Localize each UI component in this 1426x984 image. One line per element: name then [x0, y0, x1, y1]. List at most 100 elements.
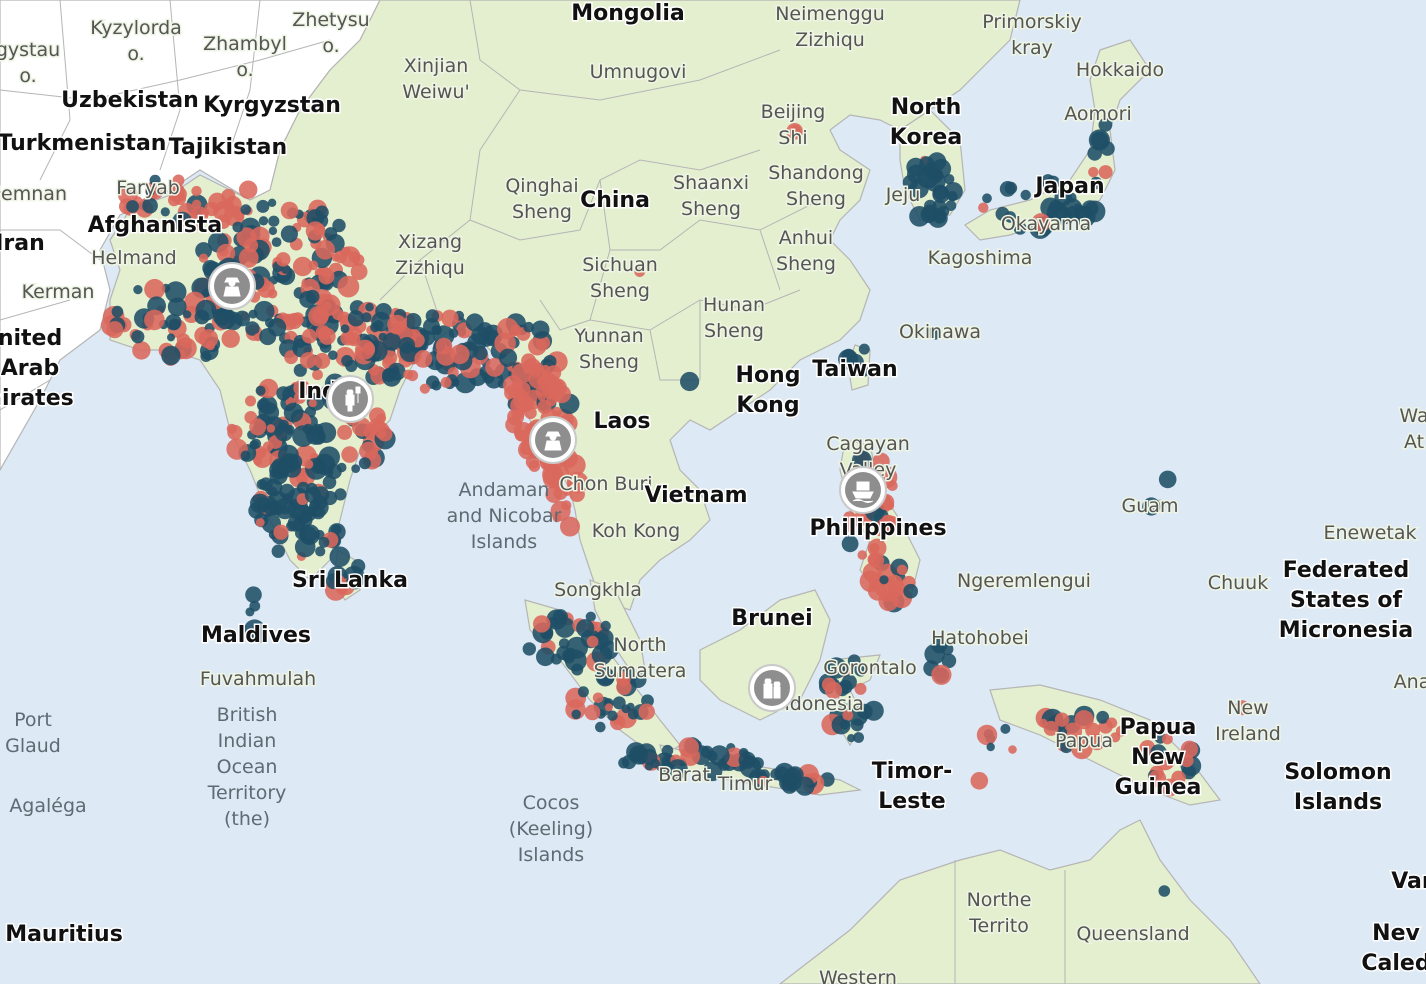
event-dot[interactable] — [335, 582, 348, 595]
event-dot[interactable] — [314, 352, 331, 369]
event-dot[interactable] — [795, 776, 815, 796]
event-dot[interactable] — [195, 299, 217, 321]
event-dot[interactable] — [221, 329, 240, 348]
event-dot[interactable] — [145, 186, 155, 197]
event-dot[interactable] — [239, 180, 258, 199]
event-dot[interactable] — [350, 263, 368, 280]
event-dot[interactable] — [313, 495, 328, 510]
event-dot[interactable] — [382, 368, 397, 382]
event-dot[interactable] — [1083, 200, 1106, 223]
event-dot[interactable] — [304, 459, 314, 469]
event-dot[interactable] — [198, 329, 219, 349]
event-dot[interactable] — [253, 456, 263, 466]
event-dot[interactable] — [331, 524, 342, 535]
event-dot[interactable] — [347, 310, 365, 327]
event-dot[interactable] — [1171, 770, 1186, 785]
event-dot[interactable] — [637, 756, 646, 765]
event-dot[interactable] — [528, 364, 539, 375]
event-dot[interactable] — [378, 332, 387, 341]
event-dot[interactable] — [1115, 725, 1127, 737]
event-dot[interactable] — [346, 571, 365, 590]
event-dot[interactable] — [267, 198, 277, 207]
event-dot[interactable] — [540, 375, 562, 397]
event-dot[interactable] — [1054, 712, 1070, 727]
event-dot[interactable] — [1056, 727, 1068, 738]
event-dot[interactable] — [271, 237, 282, 248]
event-dot[interactable] — [1020, 189, 1031, 201]
event-dot[interactable] — [1054, 188, 1072, 207]
event-dot[interactable] — [341, 355, 353, 367]
event-dot[interactable] — [903, 583, 918, 599]
event-dot[interactable] — [227, 424, 243, 441]
event-dot[interactable] — [1041, 174, 1055, 187]
event-dot[interactable] — [222, 200, 234, 212]
event-dot[interactable] — [355, 339, 375, 360]
event-dot[interactable] — [576, 619, 595, 638]
event-dot[interactable] — [292, 256, 313, 277]
event-dot[interactable] — [245, 395, 256, 407]
event-dot[interactable] — [757, 775, 769, 787]
event-dot[interactable] — [118, 184, 138, 205]
event-dot[interactable] — [308, 260, 319, 271]
event-dot[interactable] — [1043, 720, 1059, 736]
event-dot[interactable] — [847, 654, 861, 668]
event-dot[interactable] — [566, 471, 589, 494]
marker-indonesia[interactable] — [748, 664, 796, 712]
event-dot[interactable] — [1064, 722, 1083, 741]
event-dot[interactable] — [431, 325, 441, 335]
event-dot[interactable] — [305, 221, 325, 241]
event-dot[interactable] — [334, 488, 347, 501]
event-dot[interactable] — [552, 464, 570, 482]
event-dot[interactable] — [586, 635, 599, 648]
event-dot[interactable] — [852, 450, 872, 471]
event-dot[interactable] — [232, 221, 244, 233]
event-dot[interactable] — [584, 704, 601, 721]
event-dot[interactable] — [337, 424, 353, 440]
event-dot[interactable] — [1054, 206, 1073, 225]
event-dot[interactable] — [1142, 497, 1161, 516]
event-dot[interactable] — [847, 734, 856, 743]
event-dot[interactable] — [258, 216, 269, 226]
event-dot[interactable] — [255, 518, 265, 527]
event-dot[interactable] — [300, 352, 317, 369]
event-dot[interactable] — [273, 524, 289, 540]
event-dot[interactable] — [259, 477, 273, 492]
event-dot[interactable] — [167, 297, 187, 317]
event-dot[interactable] — [781, 777, 798, 794]
event-dot[interactable] — [879, 575, 889, 585]
event-dot[interactable] — [250, 438, 262, 449]
event-dot[interactable] — [739, 747, 749, 758]
event-dot[interactable] — [111, 305, 124, 318]
event-dot[interactable] — [323, 467, 334, 478]
event-dot[interactable] — [1008, 745, 1017, 754]
event-dot[interactable] — [405, 313, 422, 330]
event-dot[interactable] — [667, 759, 688, 780]
event-dot[interactable] — [824, 681, 843, 699]
event-dot[interactable] — [986, 742, 995, 752]
event-dot[interactable] — [329, 546, 351, 567]
event-dot[interactable] — [550, 500, 571, 522]
event-dot[interactable] — [550, 653, 562, 665]
event-dot[interactable] — [200, 208, 210, 217]
event-dot[interactable] — [440, 376, 452, 388]
event-dot[interactable] — [250, 493, 270, 514]
event-dot[interactable] — [825, 657, 847, 679]
event-dot[interactable] — [858, 343, 870, 355]
event-dot[interactable] — [932, 185, 950, 204]
event-dot[interactable] — [267, 288, 278, 299]
event-dot[interactable] — [165, 281, 187, 303]
event-dot[interactable] — [498, 348, 518, 367]
event-dot[interactable] — [268, 215, 280, 227]
event-dot[interactable] — [337, 275, 360, 298]
event-dot[interactable] — [1148, 769, 1167, 788]
event-dot[interactable] — [513, 422, 533, 442]
event-dot[interactable] — [925, 163, 936, 174]
event-dot[interactable] — [571, 663, 584, 676]
event-dot[interactable] — [132, 341, 151, 360]
event-dot[interactable] — [841, 674, 857, 690]
event-dot[interactable] — [293, 379, 310, 397]
event-dot[interactable] — [1096, 710, 1110, 724]
event-dot[interactable] — [616, 679, 632, 695]
event-dot[interactable] — [523, 321, 534, 333]
marker-myanmar[interactable] — [529, 416, 577, 464]
